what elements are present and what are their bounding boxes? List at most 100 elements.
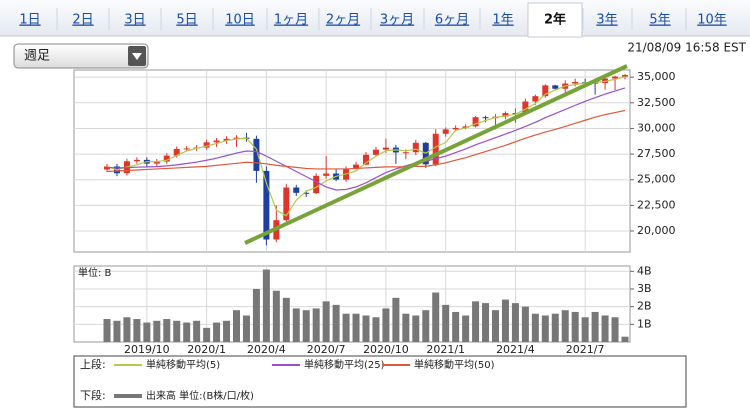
volume-bar xyxy=(292,308,300,342)
volume-bar xyxy=(611,317,619,342)
y-tick-label: 3B xyxy=(637,282,652,295)
legend: 単純移動平均(5) 単純移動平均(25) 単純移動平均(50) 出来高 単位:(B株/… xyxy=(114,358,495,402)
volume-bar xyxy=(601,315,609,342)
legend-lower-label: 下段: xyxy=(80,388,106,402)
candle-body xyxy=(402,152,409,154)
candle-body xyxy=(163,155,170,162)
candle-body xyxy=(213,140,220,143)
candle-body xyxy=(253,138,260,171)
x-tick-label: 2020/4 xyxy=(247,343,286,356)
tab[interactable]: 2年 xyxy=(544,12,566,28)
volume-bar xyxy=(482,303,490,342)
volume-bar xyxy=(412,315,420,342)
volume-bar xyxy=(362,315,370,342)
tab[interactable]: 10日 xyxy=(225,13,255,28)
volume-bar xyxy=(262,269,270,342)
volume-bar xyxy=(442,304,450,342)
panel-title: 単位: B xyxy=(78,266,112,279)
trend-line xyxy=(244,64,628,245)
tab[interactable]: 10年 xyxy=(697,13,727,28)
volume-bar xyxy=(103,319,111,342)
tab[interactable]: 2ヶ月 xyxy=(326,13,360,28)
volume-bar xyxy=(183,322,191,342)
candle-body xyxy=(502,113,509,117)
candle-body xyxy=(353,164,360,169)
x-tick-label: 2021/4 xyxy=(496,343,535,356)
candle-body xyxy=(133,159,140,162)
tab[interactable]: 6ヶ月 xyxy=(435,13,469,28)
volume-bar xyxy=(252,288,260,342)
tab[interactable]: 1年 xyxy=(492,13,513,28)
candle-body xyxy=(233,137,240,139)
candle-body xyxy=(363,154,369,165)
candle-body xyxy=(313,175,320,194)
candle-body xyxy=(532,96,539,102)
volume-bar xyxy=(322,301,330,342)
candle-body xyxy=(183,148,190,150)
volume-bar xyxy=(123,317,131,342)
candle-body xyxy=(552,85,559,89)
volume-bar xyxy=(223,320,231,342)
volume-bar xyxy=(332,304,340,342)
volume-bar xyxy=(392,297,400,342)
tab[interactable]: 5年 xyxy=(649,13,670,28)
tab-selected-bg xyxy=(527,2,583,38)
volume-bar xyxy=(352,313,360,342)
tab[interactable]: 1ヶ月 xyxy=(274,13,308,28)
candle-body xyxy=(622,75,628,77)
candle-body xyxy=(203,142,210,148)
volume-bar xyxy=(113,320,121,342)
candle-body xyxy=(482,117,489,119)
volume-bar xyxy=(342,313,350,342)
volume-bar xyxy=(302,310,310,342)
candle-body xyxy=(612,76,619,79)
tab[interactable]: 5日 xyxy=(176,13,197,28)
legend-label: 単純移動平均(25) xyxy=(304,358,385,371)
candle-body xyxy=(542,85,549,97)
dropdown[interactable] xyxy=(13,43,149,69)
volume-bar xyxy=(472,301,480,342)
tab[interactable]: 3日 xyxy=(124,13,145,28)
volume-bar xyxy=(432,292,440,342)
tabs: 1日 2日 3日 5日 10日 1ヶ月 2ヶ月 3ヶ月 6ヶ月 1年 2年 3年 5年 10年 xyxy=(19,2,727,38)
volume-bar xyxy=(153,320,161,342)
legend-label: 単純移動平均(50) xyxy=(414,358,495,371)
y-tick-label: 1B xyxy=(637,317,652,330)
volume-bar xyxy=(511,303,519,342)
volume-bar xyxy=(531,313,539,342)
tab[interactable]: 3ヶ月 xyxy=(380,13,414,28)
candle-body xyxy=(153,161,160,164)
volume-bar xyxy=(581,317,589,342)
candle-body xyxy=(283,187,290,221)
x-tick-label: 2020/7 xyxy=(307,343,346,356)
tab[interactable]: 3年 xyxy=(596,13,617,28)
volume-bar xyxy=(213,322,221,342)
y-tick-label: 2B xyxy=(637,300,652,313)
candle-body xyxy=(512,113,519,115)
dropdown-arrow xyxy=(132,53,142,60)
volume-bar xyxy=(591,311,599,342)
candle-body xyxy=(323,173,330,176)
volume-bar xyxy=(372,317,380,342)
moving-average-line xyxy=(106,109,626,173)
legend-label: 単純移動平均(5) xyxy=(146,358,220,371)
y-tick-label: 30,000 xyxy=(637,121,676,134)
tab[interactable]: 2日 xyxy=(72,13,93,28)
y-tick-label: 4B xyxy=(637,264,652,277)
dropdown-label[interactable]: 週足 xyxy=(24,49,50,64)
y-tick-label: 25,000 xyxy=(637,173,676,186)
timestamp: 21/08/09 16:58 EST xyxy=(627,41,746,55)
x-tick-label: 2021/7 xyxy=(566,343,605,356)
candle-body xyxy=(602,78,609,84)
moving-average-line xyxy=(106,76,626,217)
legend-upper-label: 上段: xyxy=(80,357,106,371)
candle-body xyxy=(382,147,389,150)
y-tick-label: 27,500 xyxy=(637,147,676,160)
candle-body xyxy=(173,148,180,156)
y-tick-label: 32,500 xyxy=(637,96,676,109)
volume-bar xyxy=(521,306,529,342)
x-tick-label: 2019/10 xyxy=(124,343,170,356)
volume-bar xyxy=(452,311,460,342)
tab[interactable]: 1日 xyxy=(19,13,40,28)
